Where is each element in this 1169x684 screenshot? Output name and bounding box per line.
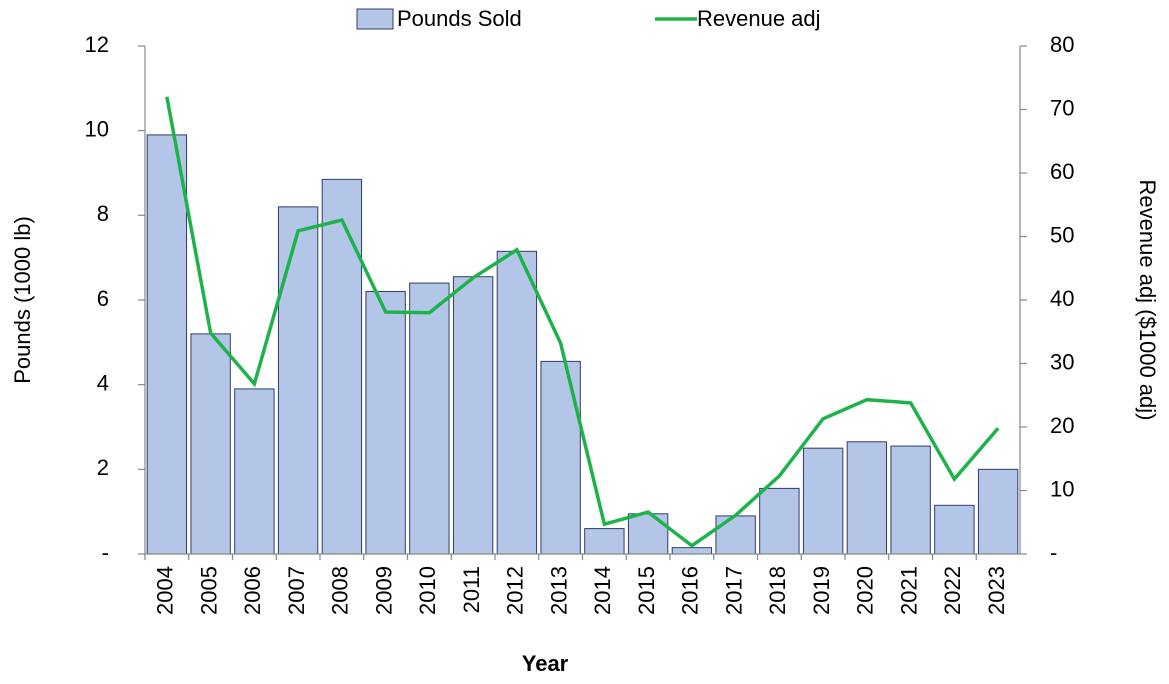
bar [190, 333, 231, 555]
y-axis-title: Pounds (1000 lb) [10, 216, 35, 384]
y2-tick-label: 60 [1050, 159, 1074, 184]
bar [934, 504, 975, 555]
bar [627, 513, 669, 555]
y-tick-label: 8 [97, 201, 109, 226]
x-tick-label: 2014 [590, 566, 615, 615]
legend-label: Revenue adj [697, 6, 821, 31]
bar [365, 291, 406, 555]
y2-tick-label: 50 [1050, 222, 1074, 247]
bar [715, 515, 756, 555]
x-tick-label: 2015 [634, 566, 659, 615]
bar [234, 388, 275, 555]
bar [409, 282, 450, 555]
x-tick-label: 2005 [196, 566, 221, 615]
x-tick-label: 2020 [853, 566, 878, 615]
y-tick-label: 2 [97, 455, 109, 480]
y-tick-label: 12 [85, 32, 109, 57]
x-tick-label: 2010 [415, 566, 440, 615]
y2-tick-label: 10 [1050, 476, 1074, 501]
bar [977, 468, 1019, 555]
y2-tick-label: 20 [1050, 413, 1074, 438]
x-axis-title: Year [522, 651, 569, 676]
bar [846, 441, 888, 555]
bar [277, 206, 319, 555]
y2-tick-label: - [1050, 540, 1057, 565]
y2-tick-label: 30 [1050, 349, 1074, 374]
bar [890, 445, 931, 555]
bar [540, 360, 581, 555]
x-tick-label: 2012 [503, 566, 528, 615]
y-tick-label: 6 [97, 286, 109, 311]
line [165, 96, 1000, 548]
bar [584, 528, 625, 555]
x-tick-label: 2017 [721, 566, 746, 615]
x-tick-label: 2018 [765, 566, 790, 615]
x-tick-label: 2009 [371, 566, 396, 615]
x-tick-label: 2021 [896, 566, 921, 615]
legend-label: Pounds Sold [397, 6, 522, 31]
y-tick-label: 4 [97, 370, 109, 395]
y2-tick-label: 80 [1050, 32, 1074, 57]
x-tick-label: 2007 [284, 566, 309, 615]
y2-tick-label: 40 [1050, 286, 1074, 311]
y2-axis-title: Revenue adj ($1000 adj) [1135, 180, 1160, 421]
x-tick-label: 2022 [940, 566, 965, 615]
bar [802, 447, 844, 555]
bar [146, 134, 188, 555]
y-tick-label: 10 [85, 116, 109, 141]
y-tick-label: - [102, 540, 109, 565]
bar [452, 276, 494, 555]
x-tick-label: 2013 [546, 566, 571, 615]
x-tick-label: 2019 [809, 566, 834, 615]
x-tick-label: 2008 [328, 566, 353, 615]
bar [496, 250, 538, 555]
bar [671, 547, 713, 555]
x-tick-label: 2016 [678, 566, 703, 615]
x-tick-label: 2004 [153, 566, 178, 615]
legend-swatch [356, 8, 394, 30]
x-tick-label: 2023 [984, 566, 1009, 615]
bar [759, 487, 800, 555]
y2-tick-label: 70 [1050, 95, 1074, 120]
bar [321, 178, 363, 555]
x-tick-label: 2011 [459, 566, 484, 613]
x-tick-label: 2006 [240, 566, 265, 615]
